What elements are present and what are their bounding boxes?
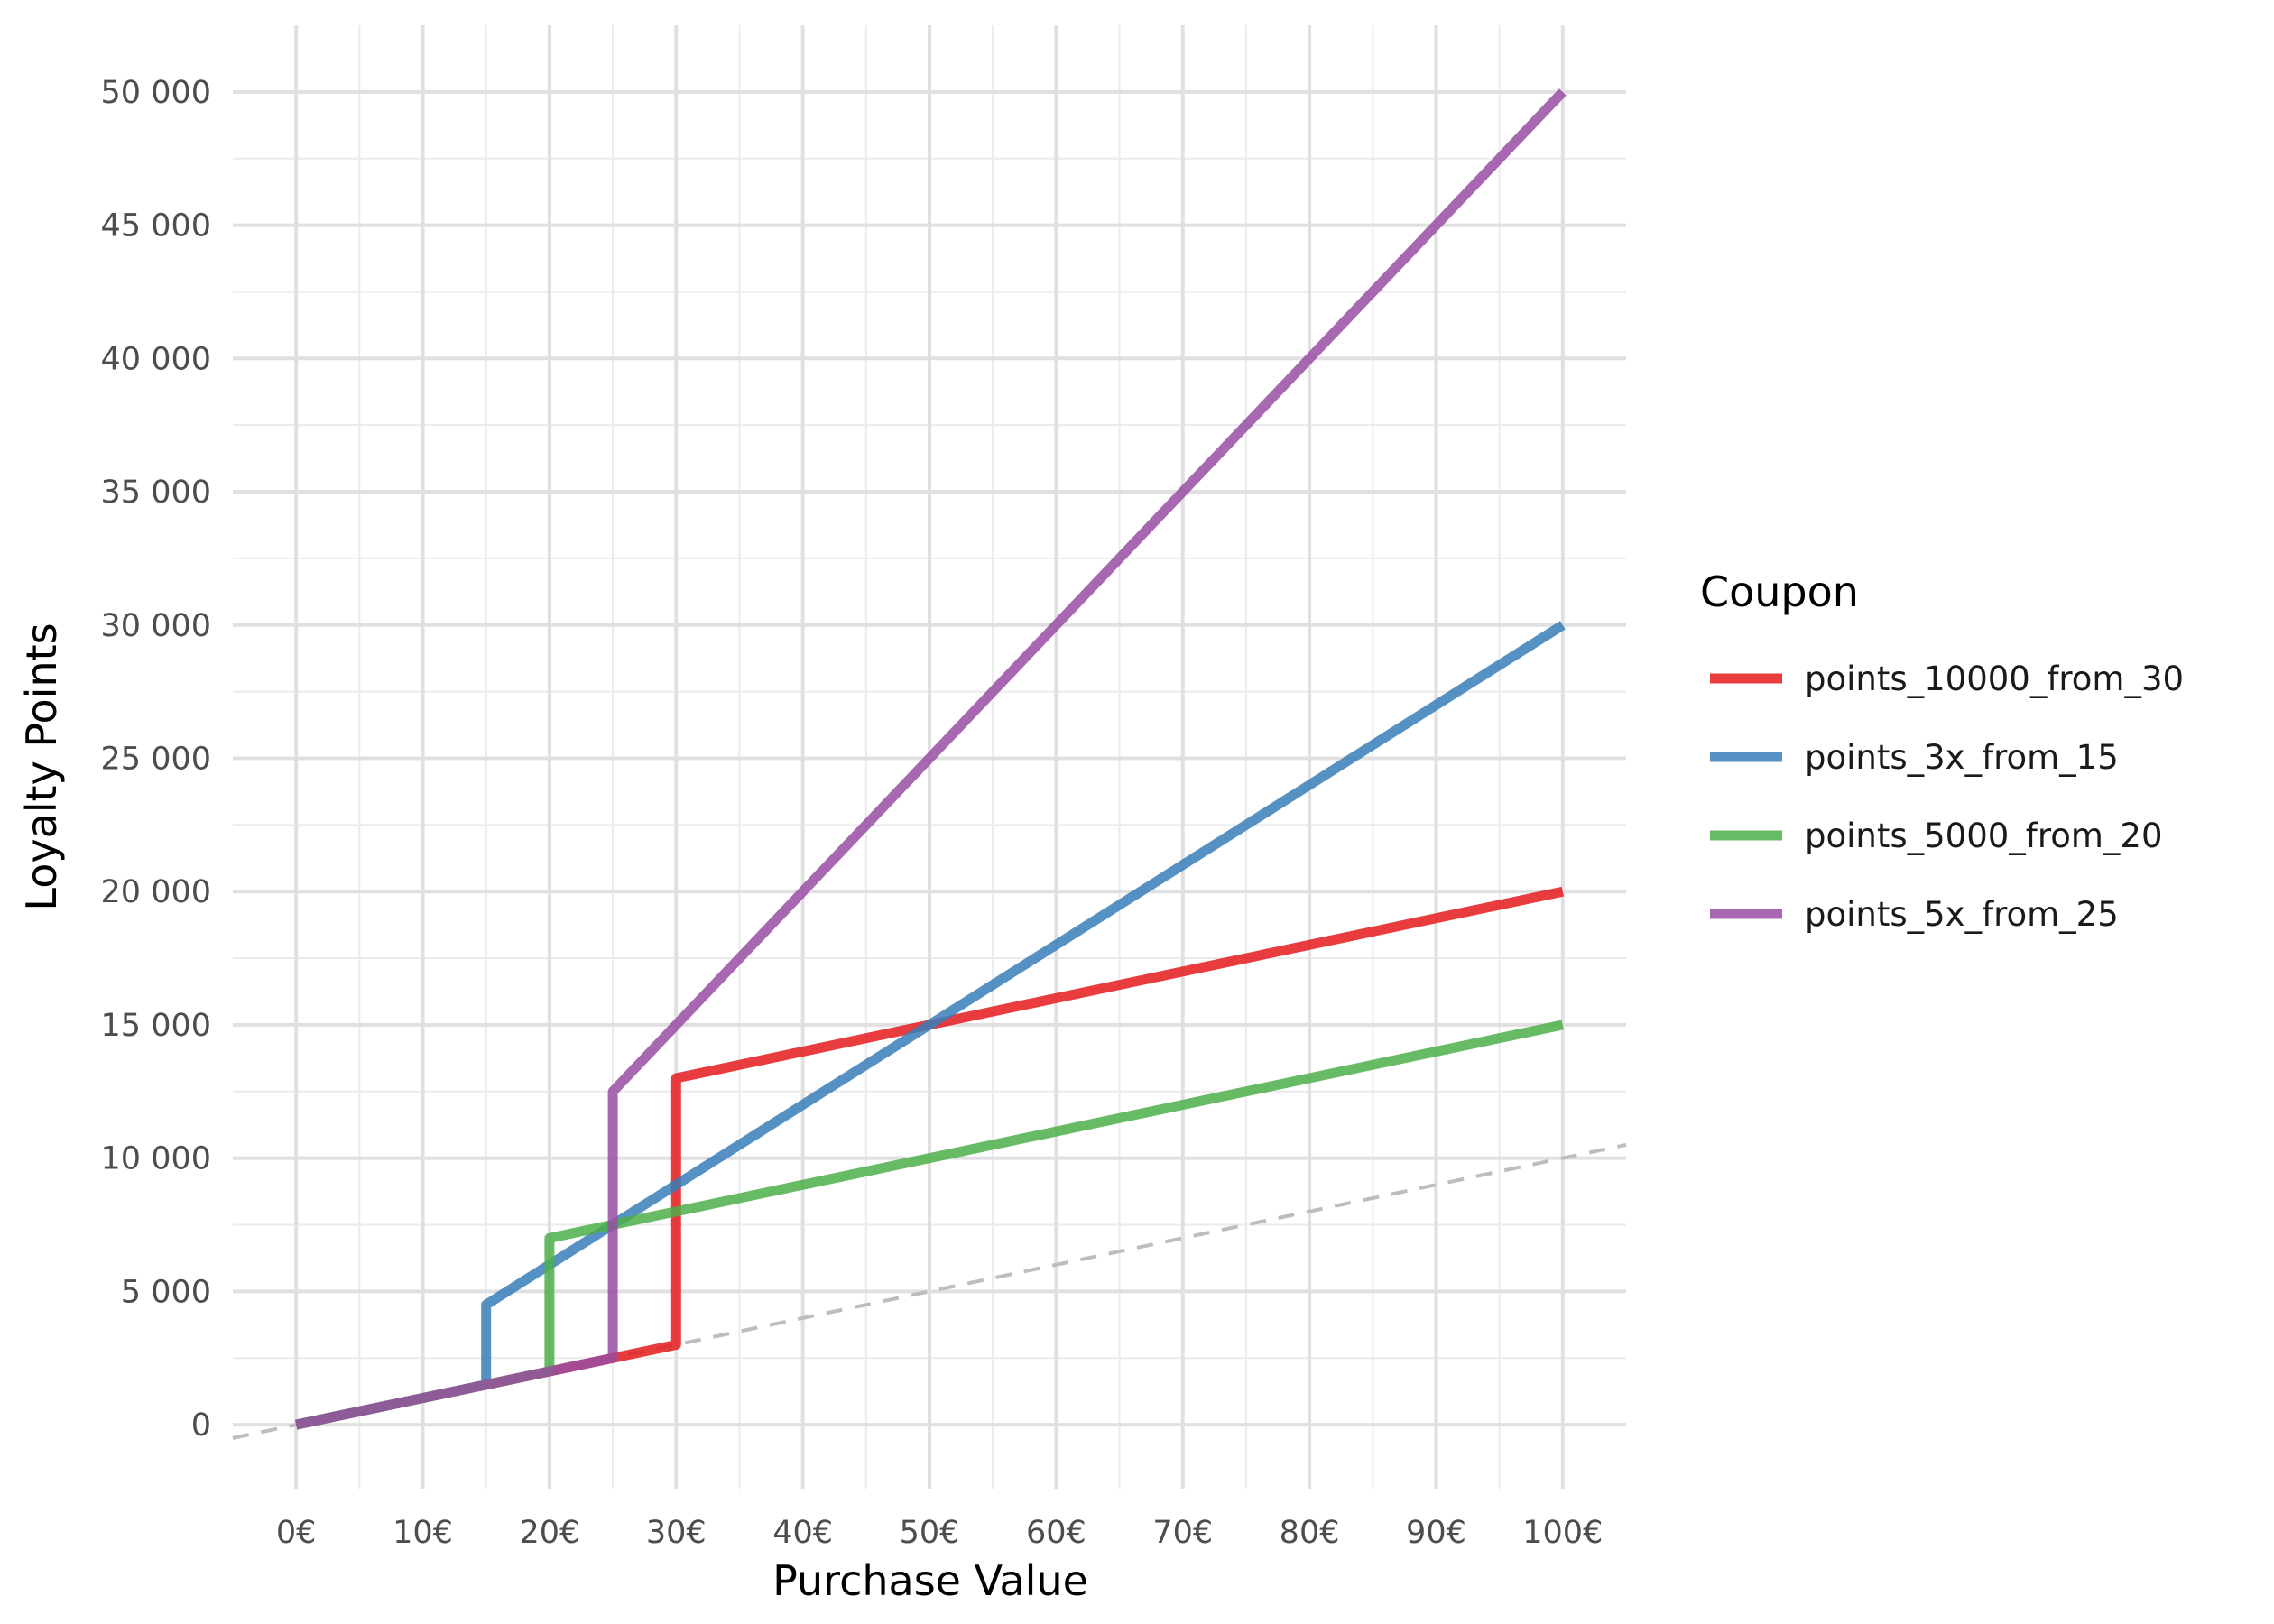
y-tick-label: 5 000 [121,1274,211,1310]
y-tick-label: 30 000 [101,608,211,644]
y-tick-label: 50 000 [101,75,211,111]
x-axis-ticks: 0€ 10€ 20€ 30€ 40€ 50€ 60€ 70€ 80€ 90€ 100€ [276,1515,1603,1551]
legend-title: Coupon [1700,567,1859,616]
x-tick-label: 50€ [900,1515,960,1551]
y-axis-title: Loyalty Points [17,623,66,910]
x-tick-label: 100€ [1522,1515,1603,1551]
legend: Coupon points_10000_from_30 points_3x_fro… [1700,567,2184,934]
x-tick-label: 0€ [276,1515,317,1551]
x-tick-label: 40€ [772,1515,833,1551]
y-tick-label: 40 000 [101,341,211,377]
legend-label: points_3x_from_15 [1805,738,2119,777]
y-tick-label: 45 000 [101,208,211,245]
y-tick-label: 20 000 [101,874,211,910]
legend-label: points_10000_from_30 [1805,660,2184,698]
legend-label: points_5000_from_20 [1805,817,2163,855]
x-tick-label: 70€ [1152,1515,1213,1551]
y-tick-label: 10 000 [101,1141,211,1177]
y-tick-label: 15 000 [101,1008,211,1044]
x-tick-label: 60€ [1026,1515,1086,1551]
series-line-points_5x_from_25 [295,88,1567,1430]
series-layer [295,88,1567,1430]
x-tick-label: 30€ [646,1515,707,1551]
x-tick-label: 10€ [393,1515,453,1551]
x-tick-label: 20€ [520,1515,580,1551]
x-axis-title: Purchase Value [772,1556,1088,1605]
x-tick-label: 90€ [1406,1515,1466,1551]
y-tick-label: 25 000 [101,741,211,777]
y-tick-label: 0 [191,1407,211,1444]
y-axis-ticks: 0 5 000 10 000 15 000 20 000 25 000 30 000 35 0… [101,75,211,1444]
y-tick-label: 35 000 [101,475,211,511]
x-tick-label: 80€ [1280,1515,1340,1551]
legend-label: points_5x_from_25 [1805,895,2119,934]
